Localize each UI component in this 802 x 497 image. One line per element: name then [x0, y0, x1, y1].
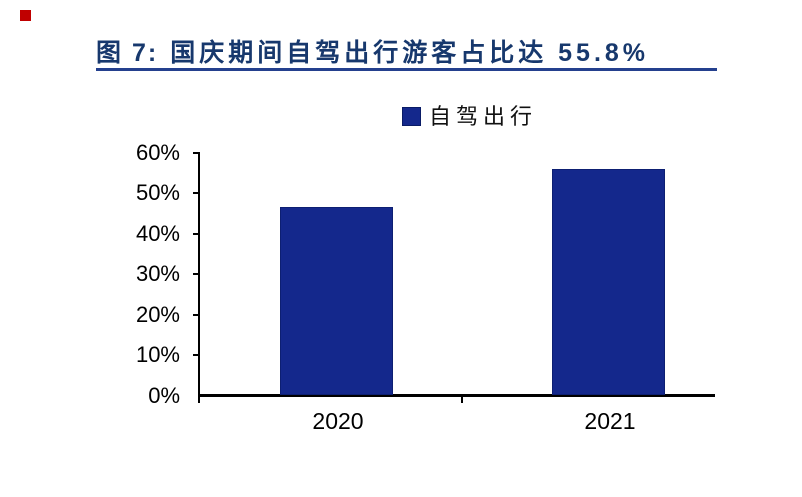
- ytick-label-30: 30%: [135, 261, 180, 286]
- ytick-label-20: 20%: [135, 302, 180, 327]
- y-tick-10: [193, 354, 198, 356]
- x-tick-middle: [461, 397, 463, 403]
- ytick-label-40: 40%: [135, 221, 180, 246]
- xtick-label-2021: 2021: [584, 408, 636, 434]
- bar-2021: [552, 169, 665, 395]
- y-tick-20: [193, 314, 198, 316]
- y-tick-50: [193, 192, 198, 194]
- y-tick-40: [193, 233, 198, 235]
- ytick-label-60: 60%: [135, 140, 180, 165]
- y-tick-30: [193, 273, 198, 275]
- y-tick-60: [193, 152, 198, 154]
- ytick-label-10: 10%: [135, 342, 180, 367]
- legend-swatch-icon: [402, 107, 421, 126]
- chart-legend: 自驾出行: [402, 99, 537, 131]
- ytick-label-0: 0%: [148, 383, 180, 408]
- red-corner-marker: [20, 10, 31, 21]
- y-axis-line: [198, 152, 200, 397]
- figure-title-text: 国庆期间自驾出行游客占比达 55.8%: [170, 39, 650, 67]
- xtick-label-2020: 2020: [312, 408, 364, 434]
- x-tick-left: [198, 397, 200, 403]
- x-axis-line: [198, 394, 715, 397]
- figure-title: 图 7: 国庆期间自驾出行游客占比达 55.8%: [96, 33, 649, 67]
- title-underline: [96, 68, 717, 71]
- legend-series-label: 自驾出行: [429, 104, 538, 129]
- figure-number-label: 图 7:: [96, 39, 159, 67]
- ytick-label-50: 50%: [135, 180, 180, 205]
- bar-2020: [280, 207, 393, 395]
